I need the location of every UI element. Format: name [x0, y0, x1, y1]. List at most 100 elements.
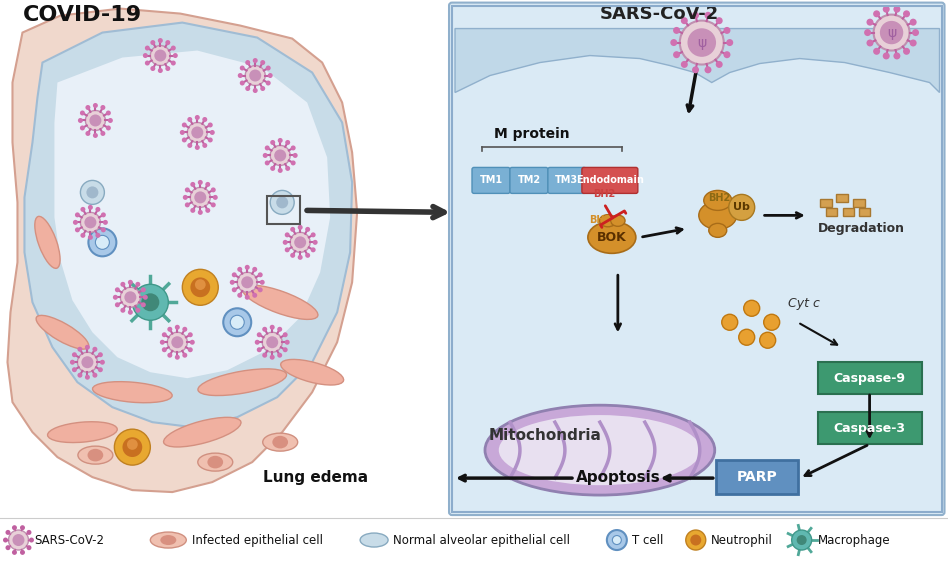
Circle shape [174, 325, 180, 330]
FancyBboxPatch shape [817, 362, 921, 394]
FancyBboxPatch shape [510, 167, 548, 193]
Circle shape [293, 153, 298, 158]
Circle shape [171, 61, 175, 65]
Circle shape [185, 188, 190, 192]
Polygon shape [8, 9, 357, 492]
Circle shape [880, 21, 903, 44]
Circle shape [265, 80, 271, 86]
Text: PARP: PARP [737, 470, 777, 484]
Ellipse shape [599, 215, 616, 227]
Circle shape [255, 340, 260, 345]
Text: BH2: BH2 [708, 193, 731, 203]
Circle shape [277, 353, 283, 358]
FancyBboxPatch shape [716, 460, 797, 494]
Circle shape [910, 19, 917, 25]
Circle shape [224, 308, 251, 336]
Circle shape [88, 205, 93, 210]
Circle shape [294, 236, 306, 248]
Circle shape [136, 308, 140, 313]
Circle shape [3, 537, 8, 543]
Circle shape [85, 131, 90, 136]
Text: Normal alveolar epithelial cell: Normal alveolar epithelial cell [393, 533, 570, 547]
Ellipse shape [208, 456, 223, 468]
Circle shape [270, 166, 275, 171]
Circle shape [210, 188, 216, 192]
Circle shape [744, 301, 759, 316]
Circle shape [796, 535, 807, 545]
Circle shape [276, 196, 288, 208]
Circle shape [191, 277, 210, 297]
Circle shape [277, 327, 283, 332]
Circle shape [12, 525, 17, 530]
Circle shape [195, 279, 206, 290]
Circle shape [188, 117, 192, 122]
Circle shape [267, 73, 273, 78]
Circle shape [723, 27, 731, 34]
Text: ψ: ψ [697, 35, 706, 50]
Circle shape [72, 367, 77, 372]
Circle shape [133, 284, 169, 320]
Circle shape [182, 269, 218, 305]
Circle shape [128, 280, 133, 285]
Circle shape [78, 118, 82, 123]
Circle shape [893, 6, 901, 13]
Circle shape [191, 188, 210, 207]
Ellipse shape [36, 316, 89, 349]
Circle shape [313, 240, 318, 245]
Circle shape [92, 347, 98, 352]
Bar [852, 199, 865, 207]
Circle shape [729, 195, 755, 221]
Circle shape [903, 48, 910, 55]
Circle shape [103, 220, 108, 225]
Circle shape [249, 69, 262, 82]
Circle shape [72, 352, 77, 357]
Circle shape [106, 126, 111, 130]
Circle shape [100, 105, 105, 110]
Text: Ub: Ub [734, 203, 750, 212]
FancyBboxPatch shape [548, 167, 586, 193]
Circle shape [78, 373, 82, 378]
Circle shape [191, 182, 195, 187]
Bar [859, 208, 869, 217]
Circle shape [759, 332, 775, 348]
Circle shape [171, 46, 175, 50]
Circle shape [263, 353, 267, 358]
Circle shape [151, 46, 171, 65]
Circle shape [174, 355, 180, 360]
Circle shape [673, 51, 680, 58]
Circle shape [160, 340, 165, 345]
Circle shape [278, 138, 283, 143]
Circle shape [716, 17, 722, 24]
Circle shape [910, 39, 917, 46]
Circle shape [188, 123, 208, 142]
Ellipse shape [263, 433, 298, 451]
Circle shape [893, 53, 901, 60]
Circle shape [283, 240, 287, 245]
Circle shape [866, 39, 873, 46]
Bar [267, 196, 301, 225]
Circle shape [9, 530, 28, 550]
Circle shape [291, 160, 296, 166]
Circle shape [245, 295, 249, 300]
Ellipse shape [499, 415, 701, 485]
Circle shape [80, 111, 85, 115]
Circle shape [866, 19, 873, 25]
Circle shape [78, 352, 98, 372]
FancyBboxPatch shape [449, 2, 944, 515]
Circle shape [229, 280, 235, 285]
Circle shape [245, 265, 249, 270]
Text: TM3: TM3 [556, 175, 578, 185]
Circle shape [873, 48, 880, 55]
Circle shape [212, 195, 218, 200]
Circle shape [284, 340, 290, 345]
Circle shape [191, 208, 195, 213]
Circle shape [84, 217, 97, 228]
Circle shape [266, 336, 278, 348]
Ellipse shape [151, 532, 187, 548]
Circle shape [210, 130, 215, 135]
Circle shape [75, 212, 80, 217]
Circle shape [202, 143, 208, 148]
Circle shape [27, 530, 31, 535]
Circle shape [253, 88, 258, 93]
Circle shape [128, 310, 133, 315]
